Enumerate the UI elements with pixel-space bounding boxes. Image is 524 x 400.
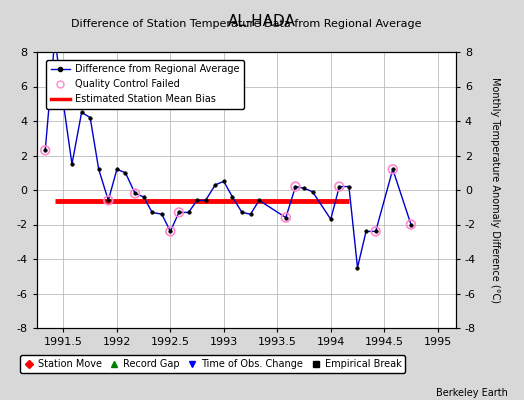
Point xyxy=(335,183,344,190)
Text: AL-HADA: AL-HADA xyxy=(228,14,296,29)
Point xyxy=(59,100,68,107)
Point xyxy=(389,166,397,172)
Point xyxy=(131,190,139,197)
Text: Berkeley Earth: Berkeley Earth xyxy=(436,388,508,398)
Point xyxy=(407,221,415,228)
Point xyxy=(41,147,49,154)
Point xyxy=(166,228,174,234)
Point xyxy=(372,228,380,234)
Point xyxy=(282,214,290,221)
Legend: Station Move, Record Gap, Time of Obs. Change, Empirical Break: Station Move, Record Gap, Time of Obs. C… xyxy=(20,355,405,373)
Y-axis label: Monthly Temperature Anomaly Difference (°C): Monthly Temperature Anomaly Difference (… xyxy=(490,77,500,303)
Title: Difference of Station Temperature Data from Regional Average: Difference of Station Temperature Data f… xyxy=(71,19,421,29)
Point xyxy=(104,197,113,204)
Point xyxy=(291,183,300,190)
Point xyxy=(174,209,183,216)
